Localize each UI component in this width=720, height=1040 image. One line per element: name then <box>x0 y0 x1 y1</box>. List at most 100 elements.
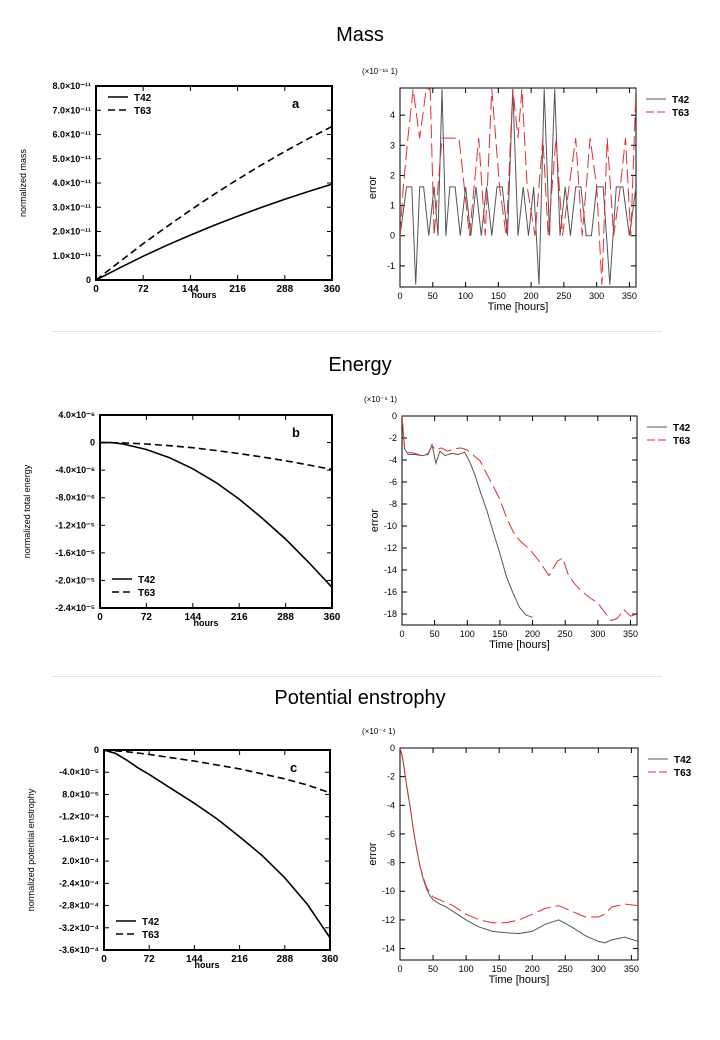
section-title-energy: Energy <box>328 354 392 376</box>
y-tick-label: -2.4×10⁻⁵ <box>55 603 95 613</box>
panel-label: a <box>292 96 300 111</box>
plot-frame <box>401 415 638 626</box>
y-tick-label: -14 <box>382 944 395 954</box>
plot-frame <box>103 749 331 951</box>
series-line-t42 <box>96 183 332 280</box>
plot-frame <box>99 414 333 609</box>
y-tick-label: -8 <box>387 858 395 868</box>
chart-energy-left: 0 72 144 216 288 360 4.0×10⁻⁶ 0 -4.0×10⁻⁶ -8.0×10… <box>22 410 341 628</box>
x-tick-label: 72 <box>141 612 153 623</box>
y-tick-label: 7.0×10⁻¹¹ <box>52 105 91 115</box>
x-tick-label: 216 <box>229 284 246 295</box>
x-tick-label: 0 <box>93 284 99 295</box>
x-tick-label: 100 <box>458 291 473 301</box>
y-tick-label: -1.2×10⁻⁴ <box>59 812 99 822</box>
y-tick-label: 3.0×10⁻¹¹ <box>52 202 91 212</box>
x-tick-label: 50 <box>428 291 438 301</box>
y-tick-label: 0 <box>392 411 397 421</box>
series-line-t42 <box>104 750 330 939</box>
plot-frame <box>399 747 639 961</box>
y-tick-label: 0 <box>90 438 95 448</box>
legend-entry: T63 <box>672 108 690 119</box>
y-tick-label: -4 <box>389 455 397 465</box>
x-axis-label: hours <box>191 290 216 300</box>
x-axis-label: Time [hours] <box>489 974 550 986</box>
legend-entry: T63 <box>134 106 152 117</box>
y-tick-label: 0 <box>390 743 395 753</box>
series-line-t63 <box>402 416 637 622</box>
y-tick-label: -1.6×10⁻⁴ <box>59 834 99 844</box>
x-tick-label: 0 <box>101 954 107 965</box>
axis-multiplier-label: (×10⁻⁶ 1) <box>364 395 397 404</box>
series-line-t63 <box>104 750 330 794</box>
legend-entry: T42 <box>672 95 690 106</box>
x-tick-label: 150 <box>491 291 506 301</box>
series-line-t42 <box>402 416 533 618</box>
y-tick-label: 3 <box>390 140 395 150</box>
x-axis-label: hours <box>194 960 219 970</box>
y-tick-label: 6.0×10⁻¹¹ <box>52 130 91 140</box>
x-tick-label: 288 <box>277 612 294 623</box>
y-tick-label: -12 <box>384 543 397 553</box>
y-tick-label: -8.0×10⁻⁶ <box>55 493 95 503</box>
x-tick-label: 144 <box>182 284 199 295</box>
x-tick-label: 350 <box>623 629 638 639</box>
y-tick-label: 1 <box>390 201 395 211</box>
legend-entry: T63 <box>142 930 160 941</box>
x-tick-label: 350 <box>624 964 639 974</box>
y-tick-label: 4.0×10⁻¹¹ <box>52 178 91 188</box>
chart-enstrophy-right: 0 50 100 150 200 250 300 350 0 -2 -4 -6 -8 -10 -12 -14 T… <box>362 727 692 986</box>
x-tick-label: 150 <box>492 964 507 974</box>
x-axis-label: hours <box>193 618 218 628</box>
series-line-t63 <box>96 125 332 280</box>
legend-entry: T63 <box>674 768 692 779</box>
x-tick-label: 200 <box>525 964 540 974</box>
x-tick-label: 250 <box>558 964 573 974</box>
x-tick-label: 50 <box>428 964 438 974</box>
plot-frame <box>95 85 333 281</box>
y-tick-label: 8.0×10⁻⁵ <box>62 789 99 799</box>
y-tick-label: 5.0×10⁻¹¹ <box>52 154 91 164</box>
y-tick-label: -1 <box>387 261 395 271</box>
x-tick-label: 144 <box>186 954 203 965</box>
x-tick-label: 216 <box>231 612 248 623</box>
x-tick-label: 360 <box>322 954 339 965</box>
y-tick-label: 0 <box>94 745 99 755</box>
y-tick-label: -4 <box>387 800 395 810</box>
chart-energy-right: 0 50 100 150 200 250 300 350 0 -2 -4 -6 -8 -10 -12 -14 -… <box>364 395 691 651</box>
y-tick-label: -2.8×10⁻⁴ <box>59 901 99 911</box>
y-tick-label: 2.0×10⁻⁴ <box>62 856 99 866</box>
section-divider <box>52 676 662 677</box>
chart-enstrophy-left: 0 72 144 216 288 360 0 -4.0×10⁻⁵ 8.0×10⁻⁵ -1.2×10… <box>26 745 339 970</box>
x-tick-label: 150 <box>492 629 507 639</box>
x-tick-label: 300 <box>590 629 605 639</box>
section-title-potential-enstrophy: Potential enstrophy <box>274 687 446 709</box>
x-tick-label: 144 <box>184 612 201 623</box>
y-axis-label: normalized potential enstrophy <box>26 788 36 911</box>
y-axis-label: error <box>367 842 379 866</box>
series-line-t42 <box>400 89 636 285</box>
series-line-t42 <box>100 441 332 588</box>
x-tick-label: 100 <box>459 964 474 974</box>
y-tick-label: -2 <box>389 433 397 443</box>
panel-label: b <box>292 425 300 440</box>
chart-mass-left: 0 72 144 216 288 360 0 1.0×10⁻¹¹ 2.0×10⁻¹¹ 3.0×10… <box>18 81 341 300</box>
x-tick-label: 216 <box>231 954 248 965</box>
series-line-t63 <box>400 88 636 285</box>
section-divider <box>52 331 662 332</box>
x-tick-label: 300 <box>589 291 604 301</box>
x-tick-label: 100 <box>460 629 475 639</box>
x-tick-label: 250 <box>558 629 573 639</box>
y-tick-label: -6 <box>387 829 395 839</box>
x-tick-label: 300 <box>591 964 606 974</box>
y-tick-label: 0 <box>86 275 91 285</box>
legend-entry: T42 <box>134 93 152 104</box>
section-title-mass: Mass <box>336 24 384 46</box>
legend-entry: T42 <box>138 575 156 586</box>
panel-label: c <box>290 760 297 775</box>
y-axis-label: error <box>367 176 379 200</box>
x-tick-label: 50 <box>430 629 440 639</box>
y-tick-label: 4.0×10⁻⁶ <box>58 410 95 420</box>
axis-multiplier-label: (×10⁻⁴ 1) <box>362 727 396 736</box>
